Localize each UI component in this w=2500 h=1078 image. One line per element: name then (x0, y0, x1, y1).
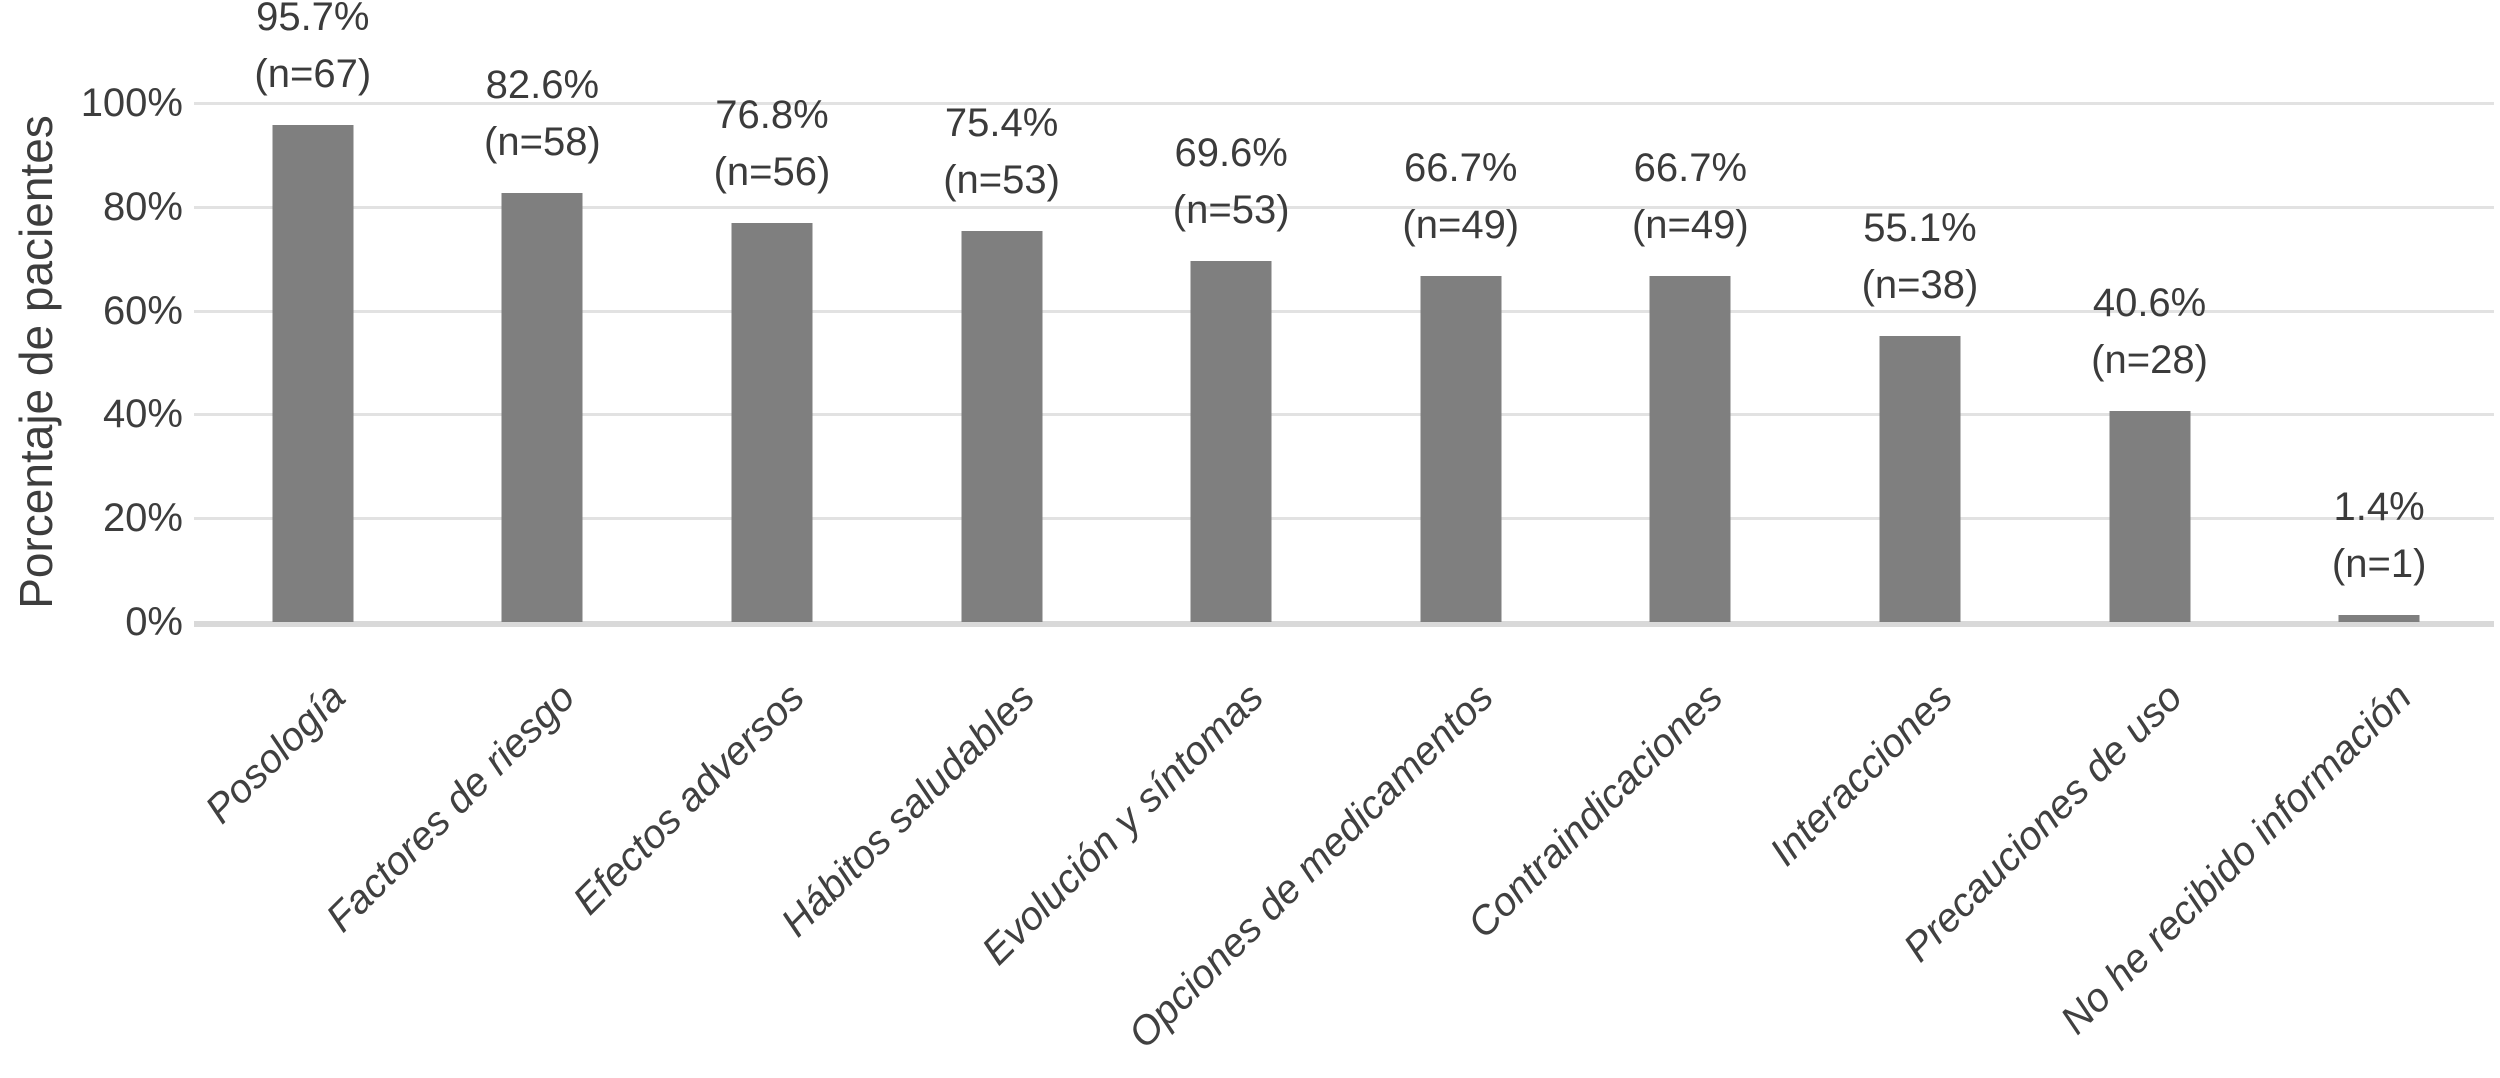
data-label: 82.6% (n=58) (402, 57, 682, 171)
bar-count-label: (n=49) (1402, 202, 1520, 247)
bar (731, 223, 813, 622)
bar-value-label: 40.6% (2092, 281, 2207, 326)
bar-count-label: (n=49) (1631, 202, 1749, 247)
bar-value-label: 1.4% (2333, 484, 2425, 529)
gridline (194, 413, 2494, 417)
category-label: Opciones de medicamentos (1120, 675, 1502, 1057)
gridline (194, 309, 2494, 313)
gridline (194, 205, 2494, 209)
category-label: Interacciones (1761, 675, 1962, 875)
bar-column: 82.6% (n=58) Factores de riesgo (318, 63, 658, 940)
bar-column: 95.7% (n=67) Posología (197, 0, 428, 832)
gridline (194, 517, 2494, 521)
y-tick-label: 60% (102, 288, 183, 333)
y-tick-label: 20% (102, 496, 183, 541)
y-tick-label: 0% (125, 600, 183, 644)
bar-value-label: 55.1% (1863, 206, 1977, 251)
data-label: 40.6% (n=28) (2010, 275, 2290, 389)
data-label: 66.7% (n=49) (1321, 140, 1601, 254)
bar-column: 55.1% (n=38) Interacciones (1762, 103, 2035, 874)
data-label: 75.4% (n=53) (862, 95, 1142, 209)
bar-count-label: (n=28) (2091, 338, 2208, 383)
data-label: 1.4% (n=1) (2239, 479, 2500, 593)
bar (272, 125, 354, 622)
y-tick-label: 100% (80, 81, 183, 125)
plot-area: 95.7% (n=67) Posología 82.6% (n=58) Factores … (194, 0, 2494, 1057)
bar-count-label: (n=67) (254, 52, 372, 97)
bar-column: 66.7% (n=49) Contraindicaciones (1460, 103, 1806, 947)
y-tick-label: 80% (102, 184, 183, 229)
bar-count-label: (n=56) (713, 150, 831, 195)
y-tick-label: 40% (102, 392, 183, 437)
bar (501, 193, 583, 622)
data-label: 69.6% (n=53) (1091, 125, 1371, 239)
category-label: Posología (196, 675, 354, 832)
data-label: 95.7% (n=67) (173, 0, 453, 103)
x-axis-line (194, 621, 2494, 627)
category-label: Efectos adversos (565, 675, 814, 924)
bar-column: 75.4% (n=53) Hábitos saludables (773, 101, 1117, 945)
bar (1649, 275, 1731, 622)
gridline (194, 102, 2494, 105)
bar (2109, 411, 2191, 622)
bar (1190, 260, 1272, 622)
bar-count-label: (n=53) (943, 157, 1060, 202)
category-label: Hábitos saludables (772, 675, 1043, 946)
data-label: 55.1% (n=38) (1780, 200, 2060, 314)
bar (1420, 275, 1502, 622)
category-label: Factores de riesgo (318, 675, 584, 941)
bar-count-label: (n=38) (1861, 263, 1979, 308)
bar (961, 230, 1043, 622)
bar-column: 69.6% (n=53) Evolución y síntomas (974, 103, 1346, 974)
data-label: 76.8% (n=56) (632, 87, 912, 201)
bar-value-label: 69.6% (1174, 130, 1288, 175)
bar-column: 1.4% (n=1) No he recibido información (2053, 103, 2494, 1043)
bar (1879, 336, 1961, 622)
bar-column: 76.8% (n=56) Efectos adversos (565, 93, 887, 923)
category-label: Contraindicaciones (1459, 675, 1732, 947)
bar-value-label: 76.8% (715, 93, 829, 138)
bar-value-label: 66.7% (1633, 145, 1748, 190)
bar-column: 66.7% (n=49) Opciones de medicamentos (1120, 103, 1576, 1057)
bar-value-label: 66.7% (1404, 145, 1518, 190)
bars-row: 95.7% (n=67) Posología 82.6% (n=58) Factores … (197, 0, 2494, 1057)
bar-value-label: 95.7% (256, 0, 370, 40)
bar-count-label: (n=58) (484, 120, 601, 165)
bar-value-label: 82.6% (485, 63, 600, 108)
bar (2338, 614, 2420, 622)
bar-count-label: (n=1) (2331, 541, 2427, 586)
bar-count-label: (n=53) (1172, 187, 1290, 232)
bar-value-label: 75.4% (944, 100, 1059, 145)
bar-column: 40.6% (n=28) Precauciones de uso (1895, 103, 2265, 970)
data-label: 66.7% (n=49) (1550, 140, 1830, 254)
